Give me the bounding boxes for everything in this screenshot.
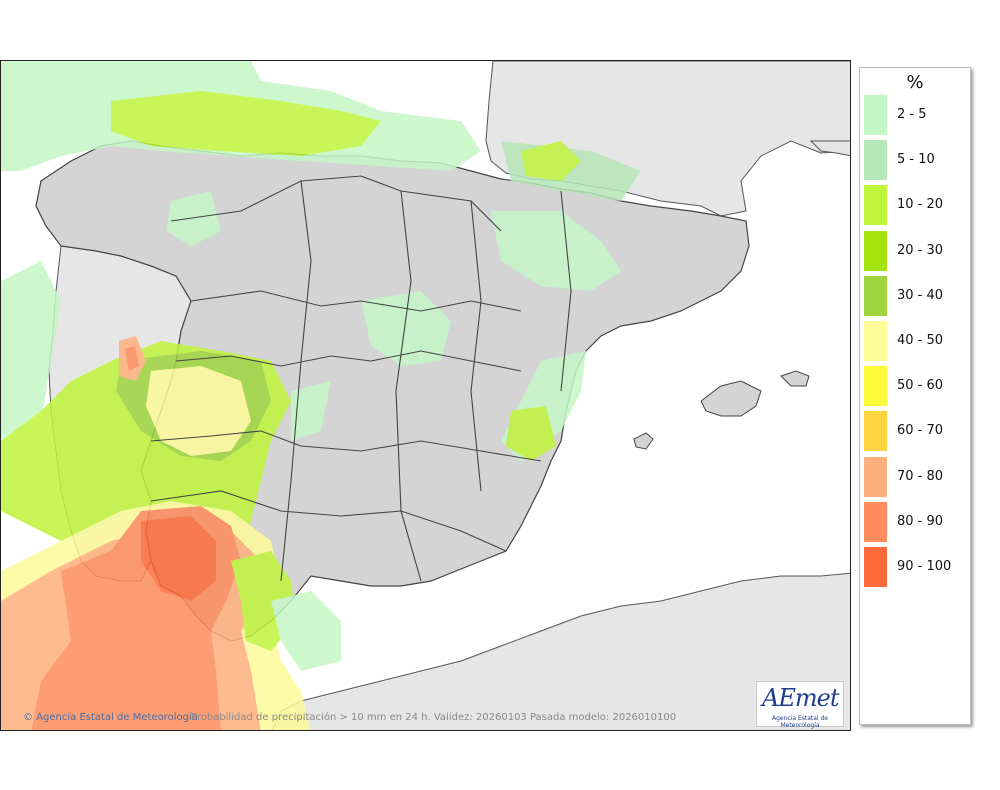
legend-label: 40 - 50 xyxy=(897,333,944,348)
legend-label: 80 - 90 xyxy=(897,513,944,529)
menorca xyxy=(780,370,810,387)
legend-label: 5 - 10 xyxy=(897,152,935,168)
legend-label: 50 - 60 xyxy=(897,378,944,394)
legend-swatch xyxy=(864,185,887,226)
map-canvas xyxy=(1,61,850,730)
copyright-icon: © xyxy=(23,712,33,723)
legend: % 2 - 5 5 - 10 10 - 20 20 - 30 30 - 40 40 - 5… xyxy=(859,67,971,725)
aemet-logo: AEmet Agencia Estatal de Meteorología xyxy=(756,681,844,729)
legend-swatch xyxy=(864,275,887,316)
legend-swatch xyxy=(864,411,887,452)
mallorca xyxy=(700,380,762,417)
legend-label: 70 - 80 xyxy=(897,468,944,484)
legend-swatch xyxy=(864,501,887,542)
copyright-text: © Agencia Estatal de Meteorología xyxy=(23,712,198,723)
legend-label: 10 - 20 xyxy=(897,197,944,213)
north-africa-landmass xyxy=(271,572,850,730)
legend-label: 30 - 40 xyxy=(897,287,944,303)
legend-unit: % xyxy=(906,72,924,93)
map-caption: Probabilidad de precipitación > 10 mm en… xyxy=(191,712,677,723)
legend-swatch xyxy=(864,321,887,361)
logo-wordmark: AEmet xyxy=(762,684,839,712)
legend-swatch xyxy=(864,95,887,135)
legend-swatch xyxy=(864,140,887,181)
copyright-label: Agencia Estatal de Meteorología xyxy=(36,712,198,723)
legend-label: 60 - 70 xyxy=(897,423,944,439)
legend-swatch xyxy=(864,230,887,271)
legend-swatch xyxy=(864,456,887,497)
region-borders xyxy=(150,175,572,582)
legend-swatch xyxy=(864,547,887,587)
legend-label: 20 - 30 xyxy=(897,242,944,258)
forecast-map: © Agencia Estatal de Meteorología Probab… xyxy=(0,60,851,731)
legend-swatch xyxy=(864,366,887,407)
probability-overlay xyxy=(1,61,641,730)
sardinia-landmass xyxy=(809,140,850,157)
legend-label: 2 - 5 xyxy=(897,107,927,122)
legend-label: 90 - 100 xyxy=(897,559,952,574)
logo-subtitle: Agencia Estatal de Meteorología xyxy=(771,715,828,729)
ibiza xyxy=(633,432,654,450)
